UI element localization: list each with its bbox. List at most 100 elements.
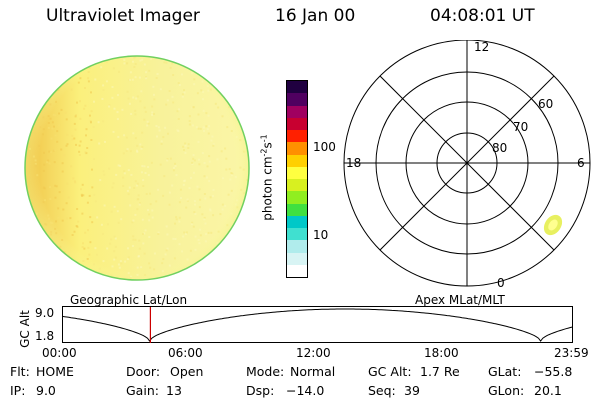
colorbar-unit-label: photon cm-2s-1 — [259, 134, 275, 221]
image-speckle — [83, 49, 85, 51]
image-speckle — [74, 71, 77, 74]
image-speckle — [61, 261, 64, 264]
image-speckle — [243, 102, 246, 105]
orbit-y-top: 9.0 — [35, 306, 55, 320]
image-speckle — [25, 260, 28, 263]
orbit-left-title: Geographic Lat/Lon — [70, 293, 188, 307]
image-speckle — [184, 285, 186, 287]
image-speckle — [102, 284, 104, 286]
image-speckle — [88, 276, 90, 279]
image-speckle — [186, 287, 188, 289]
gain-value: 13 — [166, 383, 182, 398]
image-speckle — [26, 85, 29, 88]
image-speckle — [59, 63, 62, 66]
image-speckle — [78, 53, 80, 55]
image-speckle — [162, 289, 164, 290]
orbit-x-tick-2359: 23:59 — [554, 346, 589, 360]
observation-time: 04:08:01 UT — [430, 6, 535, 26]
image-speckle — [160, 40, 162, 42]
seq-value: 39 — [404, 383, 420, 398]
image-speckle — [246, 84, 249, 87]
image-speckle — [243, 260, 246, 263]
colorbar-band — [287, 142, 307, 155]
colorbar-tick-100: 100 — [313, 140, 336, 154]
image-speckle — [26, 58, 29, 61]
image-speckle — [80, 64, 83, 67]
image-speckle — [37, 74, 40, 77]
flt-label: Flt: — [10, 364, 30, 379]
image-speckle — [47, 91, 49, 94]
image-speckle — [46, 56, 49, 58]
image-speckle — [201, 51, 203, 53]
colorbar-band — [287, 240, 307, 253]
image-speckle — [40, 271, 43, 274]
image-speckle — [175, 275, 178, 278]
image-speckle — [229, 76, 232, 79]
image-speckle — [50, 257, 53, 260]
image-speckle — [195, 64, 198, 66]
image-speckle — [248, 106, 249, 109]
image-speckle — [41, 57, 44, 60]
image-speckle — [33, 112, 36, 115]
image-speckle — [35, 104, 38, 107]
image-speckle — [235, 53, 237, 55]
image-speckle — [49, 264, 52, 267]
image-speckle — [180, 272, 183, 275]
image-speckle — [187, 285, 189, 287]
image-speckle — [237, 283, 239, 285]
image-speckle — [244, 271, 247, 274]
image-speckle — [111, 42, 113, 44]
image-speckle — [54, 80, 56, 83]
image-speckle — [216, 249, 219, 252]
image-speckle — [244, 79, 247, 82]
image-speckle — [37, 269, 39, 272]
image-speckle — [213, 250, 216, 253]
image-speckle — [23, 285, 25, 287]
image-speckle — [52, 85, 55, 88]
image-speckle — [239, 240, 242, 243]
image-speckle — [62, 57, 65, 60]
image-speckle — [218, 267, 221, 270]
flt-value: HOME — [36, 364, 74, 379]
image-speckle — [211, 287, 213, 289]
image-speckle — [28, 85, 31, 88]
image-speckle — [75, 45, 77, 47]
image-speckle — [237, 101, 240, 104]
image-speckle — [57, 41, 59, 43]
image-speckle — [27, 129, 30, 132]
seq-label: Seq: — [368, 383, 396, 398]
colorbar-band — [287, 203, 307, 216]
orbit-y-bottom: 1.8 — [35, 329, 55, 343]
image-speckle — [249, 42, 251, 44]
image-speckle — [63, 277, 66, 280]
image-speckle — [26, 104, 29, 107]
image-speckle — [37, 47, 39, 49]
glon-value: 20.1 — [534, 383, 562, 398]
image-speckle — [123, 284, 125, 286]
image-speckle — [182, 47, 184, 49]
image-speckle — [57, 53, 59, 55]
image-speckle — [203, 288, 205, 290]
image-speckle — [58, 279, 61, 280]
image-speckle — [26, 125, 29, 127]
image-speckle — [249, 160, 251, 162]
image-speckle — [142, 283, 144, 285]
image-speckle — [245, 253, 247, 256]
image-speckle — [239, 100, 242, 103]
dsp-value: −14.0 — [286, 383, 325, 398]
image-speckle — [214, 52, 216, 54]
image-speckle — [23, 275, 25, 277]
image-speckle — [25, 237, 28, 240]
image-speckle — [25, 233, 28, 235]
image-speckle — [194, 266, 197, 269]
image-speckle — [205, 268, 208, 271]
image-speckle — [182, 45, 184, 47]
image-speckle — [139, 289, 141, 290]
mode-value: Normal — [290, 364, 336, 379]
gcalt-label: GC Alt: — [368, 364, 412, 379]
image-speckle — [236, 48, 238, 50]
image-speckle — [176, 59, 178, 61]
image-speckle — [221, 261, 224, 263]
image-speckle — [25, 239, 28, 241]
image-speckle — [189, 65, 192, 68]
